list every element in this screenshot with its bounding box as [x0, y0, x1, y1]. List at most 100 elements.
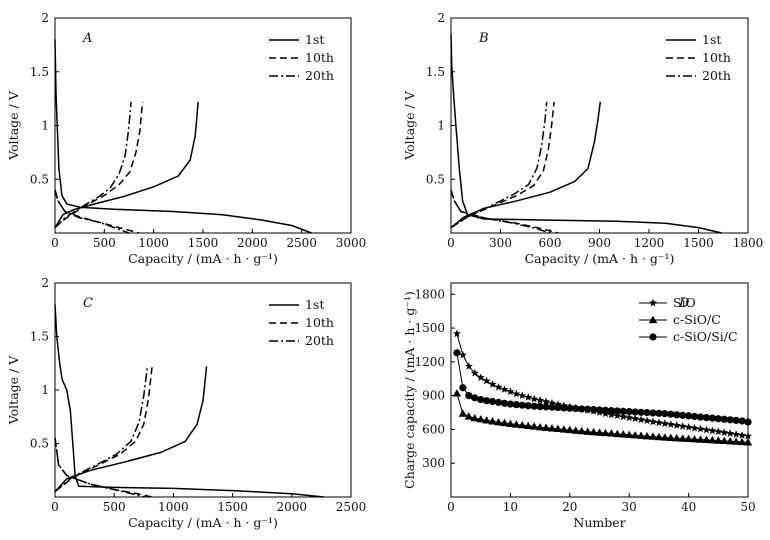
marker-star [660, 419, 669, 427]
marker-circle [506, 400, 514, 408]
x-tick-label: 1000 [158, 500, 189, 514]
y-tick-label: 1.5 [426, 65, 445, 79]
marker-circle [649, 333, 657, 341]
series-10th-discharge-line [54, 189, 140, 234]
x-tick-label: 20 [562, 500, 577, 514]
legend-label-1st: 1st [305, 32, 324, 47]
marker-circle [696, 413, 705, 421]
marker-circle [649, 409, 657, 417]
y-axis-title: Voltage / V [6, 90, 21, 160]
marker-circle [702, 413, 711, 422]
marker-circle [732, 416, 740, 425]
x-tick-label: 0 [51, 236, 59, 250]
y-tick-label: 600 [422, 422, 445, 436]
y-tick-label: 1 [41, 119, 49, 133]
x-tick-label: 2500 [286, 236, 317, 250]
marker-circle [518, 401, 526, 409]
marker-circle [453, 349, 461, 357]
legend-label-1st: 1st [305, 297, 324, 312]
marker-triangle [636, 431, 646, 439]
panel-letter: B [478, 31, 489, 46]
marker-triangle [476, 415, 485, 423]
marker-circle [595, 406, 604, 414]
marker-star [696, 424, 705, 433]
marker-triangle [601, 428, 610, 437]
marker-triangle [464, 412, 474, 420]
y-tick-label: 0.5 [30, 437, 49, 451]
marker-triangle [559, 425, 569, 433]
panel-letter: C [83, 296, 93, 311]
marker-circle [655, 409, 663, 417]
marker-circle [637, 408, 645, 416]
series-c-SiO/C-markers [452, 389, 753, 446]
marker-circle [643, 409, 651, 417]
y-axis-title: Charge capacity / (mA · h · g⁻¹) [402, 291, 417, 489]
y-tick-label: 1 [437, 119, 445, 133]
x-tick-label: 10 [503, 500, 518, 514]
series-20th-charge-line [450, 101, 548, 229]
marker-triangle [648, 432, 658, 440]
series-c-SiO/Si/C-markers [453, 349, 752, 426]
marker-triangle [529, 422, 539, 430]
y-tick-label: 2 [41, 276, 49, 290]
marker-star [702, 425, 711, 434]
y-tick-label: 1 [41, 383, 49, 397]
marker-triangle [660, 433, 670, 441]
y-tick-label: 1800 [414, 287, 445, 301]
marker-star [518, 391, 527, 399]
marker-triangle [725, 437, 735, 445]
marker-star [452, 329, 461, 338]
legend-label-20th: 20th [702, 68, 731, 83]
series-20th-discharge-line [54, 438, 146, 498]
x-tick-label: 0 [447, 500, 455, 514]
chart-panel-a: 0 500 1000 1500 2000 2500 3000 0.5 1 1.5 2 Capacity… [6, 11, 366, 266]
x-tick-label: 1500 [217, 500, 248, 514]
marker-triangle [541, 423, 551, 431]
marker-star [607, 410, 616, 419]
marker-triangle [720, 436, 729, 445]
marker-circle [572, 404, 580, 413]
marker-star [690, 423, 699, 432]
marker-circle [494, 398, 503, 406]
marker-star [654, 418, 663, 427]
marker-circle [459, 384, 467, 392]
x-tick-label: 500 [103, 500, 126, 514]
x-axis-title: Capacity / (mA · h · g⁻¹) [128, 515, 278, 530]
marker-star [494, 383, 503, 391]
marker-circle [607, 407, 615, 415]
marker-star [637, 415, 646, 424]
marker-circle [679, 411, 687, 419]
marker-star [631, 414, 640, 423]
series-10th-discharge-line [54, 438, 153, 498]
marker-circle [613, 407, 621, 415]
marker-star [744, 432, 752, 440]
marker-triangle [458, 409, 468, 417]
chart-panel-b: 0 300 600 900 1200 1500 1800 0.5 1 1.5 2 Capacity /… [402, 11, 763, 266]
marker-triangle [607, 429, 616, 437]
marker-star [488, 380, 497, 388]
marker-circle [536, 402, 544, 411]
marker-triangle [654, 432, 664, 441]
x-tick-label: 50 [740, 500, 755, 514]
marker-circle [488, 397, 497, 406]
marker-circle [566, 404, 574, 412]
series-10th-charge-line [54, 101, 144, 229]
marker-star [542, 397, 550, 406]
marker-star [666, 420, 675, 428]
x-tick-label: 300 [489, 236, 512, 250]
marker-star [613, 411, 622, 420]
x-tick-label: 1800 [733, 236, 764, 250]
x-tick-label: 40 [681, 500, 696, 514]
marker-star [684, 423, 693, 431]
marker-triangle [690, 435, 699, 443]
marker-triangle [714, 436, 723, 444]
x-tick-label: 3000 [336, 236, 367, 250]
marker-triangle [619, 430, 628, 438]
marker-circle [589, 405, 598, 414]
marker-triangle [666, 433, 675, 442]
x-tick-label: 0 [51, 500, 59, 514]
legend-label-10th: 10th [702, 50, 731, 65]
marker-star [458, 350, 467, 359]
marker-star [500, 385, 509, 393]
y-tick-label: 0.5 [426, 172, 445, 186]
